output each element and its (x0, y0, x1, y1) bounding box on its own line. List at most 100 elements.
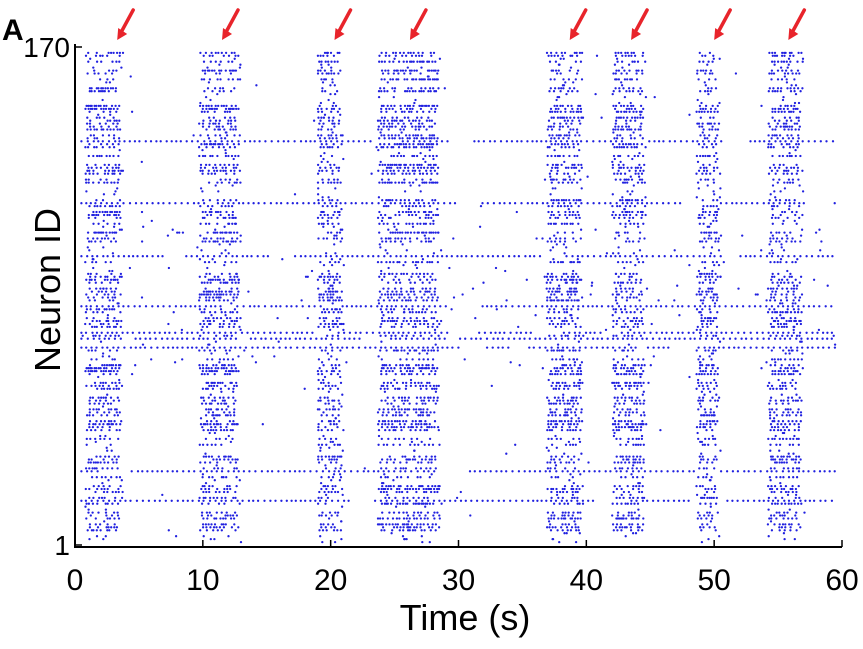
spike-point (497, 499, 500, 502)
spike-point (770, 502, 774, 505)
spike-point (631, 290, 634, 293)
spike-point (135, 499, 139, 502)
spike-point (317, 461, 321, 464)
spike-point (576, 210, 579, 214)
spike-point (708, 346, 711, 349)
spike-point (595, 346, 599, 349)
spike-point (203, 281, 206, 284)
spike-point (411, 222, 414, 225)
spike-point (335, 255, 338, 258)
spike-point (551, 290, 554, 293)
spike-point (787, 490, 790, 494)
spike-point (383, 387, 386, 390)
spike-point (780, 502, 783, 505)
spike-point (781, 387, 784, 390)
spike-point (209, 213, 213, 217)
spike-point (576, 517, 579, 520)
spike-point (89, 308, 92, 311)
spike-point (538, 470, 542, 473)
spike-point (113, 290, 116, 293)
spike-point (332, 293, 335, 296)
spike-point (88, 322, 91, 326)
spike-point (420, 260, 424, 264)
spike-point (696, 431, 699, 435)
spike-point (198, 258, 202, 261)
spike-point (703, 255, 706, 258)
spike-point (551, 204, 554, 208)
spike-point (568, 402, 571, 405)
spike-point (324, 337, 328, 340)
spike-point (715, 293, 718, 296)
spike-point (228, 349, 231, 352)
spike-point (615, 290, 618, 293)
spike-point (100, 496, 104, 500)
spike-point (567, 387, 570, 390)
spike-point (575, 529, 578, 532)
spike-point (565, 255, 568, 258)
spike-point (592, 255, 596, 258)
spike-point (642, 402, 645, 405)
spike-point (182, 470, 185, 473)
spike-point (85, 316, 88, 320)
spike-point (564, 210, 567, 214)
spike-point (787, 476, 791, 479)
spike-point (576, 511, 580, 514)
spike-point (219, 387, 223, 390)
spike-point (181, 346, 184, 349)
spike-point (176, 499, 179, 502)
spike-point (233, 322, 236, 326)
spike-point (340, 322, 343, 326)
spike-point (782, 425, 785, 429)
spike-point (381, 526, 385, 529)
spike-point (826, 255, 829, 258)
spike-point (411, 305, 414, 308)
spike-point (206, 428, 210, 432)
spike-point (400, 287, 403, 290)
spike-point (770, 458, 773, 461)
spike-point (798, 216, 801, 220)
spike-point (708, 281, 712, 284)
spike-point (702, 526, 705, 529)
spike-point (241, 255, 244, 258)
spike-point (428, 331, 431, 334)
spike-point (219, 293, 223, 296)
spike-point (629, 408, 632, 411)
spike-point (358, 337, 361, 340)
spike-point (778, 231, 781, 234)
spike-point (753, 470, 756, 473)
spike-point (550, 496, 553, 500)
spike-point (711, 396, 714, 399)
spike-point (674, 337, 677, 340)
spike-point (319, 446, 322, 449)
spike-point (708, 308, 711, 311)
spike-point (528, 346, 531, 349)
spike-point (561, 367, 564, 370)
spike-point (392, 526, 396, 529)
spike-point (229, 369, 232, 373)
spike-point (619, 281, 623, 284)
spike-point (604, 255, 608, 258)
spike-point (797, 437, 800, 441)
spike-point (324, 502, 327, 505)
spike-point (426, 499, 430, 502)
spike-point (397, 405, 400, 408)
spike-point (635, 337, 638, 340)
spike-point (244, 346, 248, 349)
spike-point (399, 358, 402, 361)
spike-point (200, 396, 203, 399)
spike-point (403, 399, 407, 402)
spike-point (379, 296, 382, 299)
spike-point (317, 358, 321, 361)
spike-point (409, 316, 412, 320)
spike-point (617, 428, 621, 432)
spike-point (415, 372, 419, 376)
spike-point (162, 346, 165, 349)
spike-point (336, 319, 339, 323)
spike-point (230, 204, 234, 208)
spike-point (385, 467, 388, 470)
spike-point (614, 213, 617, 217)
spike-point (118, 378, 121, 382)
spike-point (331, 334, 334, 337)
spike-point (186, 331, 189, 334)
spike-point (717, 346, 721, 349)
